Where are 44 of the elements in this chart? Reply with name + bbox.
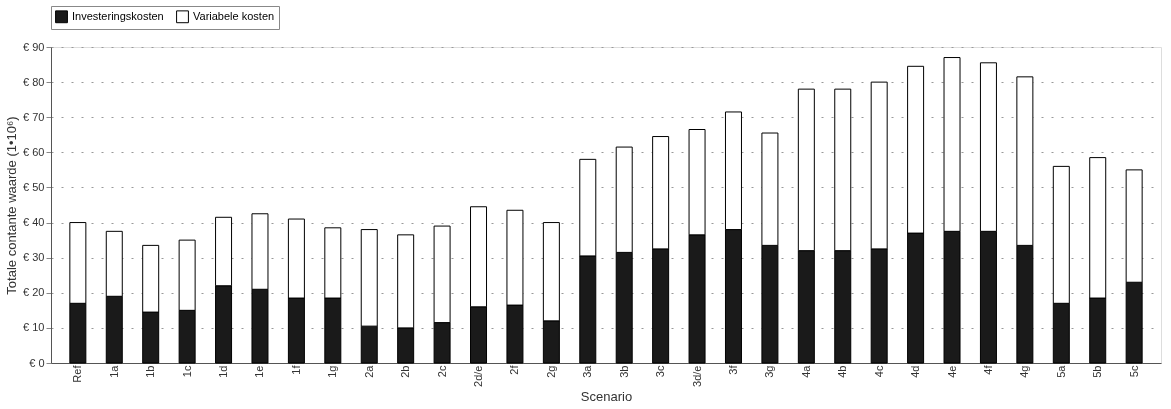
x-tick-label: 4a	[799, 364, 812, 378]
x-tick-label: 5a	[1054, 364, 1067, 378]
y-tick-label: € 40	[23, 216, 45, 229]
x-tick-label: 2d/e	[472, 365, 485, 387]
y-tick-label: € 50	[23, 180, 45, 193]
x-tick-label: 3g	[763, 365, 776, 378]
x-tick-label: 4c	[872, 365, 885, 378]
x-axis-title: Scenario	[580, 388, 633, 404]
x-tick-label: 4b	[836, 365, 849, 378]
x-tick-label: 1g	[326, 365, 339, 378]
x-tick-label: 3a	[581, 364, 594, 378]
y-tick-label: € 80	[23, 75, 45, 88]
x-tick-label: 3b	[617, 365, 630, 378]
x-tick-label: 2f	[508, 364, 521, 375]
x-tick-label: 4f	[981, 364, 994, 375]
y-axis-title: Totale contante waarde (1•10⁶)	[4, 116, 20, 295]
y-tick-label: € 30	[23, 251, 45, 264]
x-tick-label: 3d/e	[690, 365, 703, 387]
x-tick-label: 1a	[107, 364, 120, 378]
x-tick-label: 5c	[1127, 365, 1140, 378]
x-tick-label: 2b	[399, 365, 412, 378]
x-tick-label: Ref	[71, 364, 84, 383]
x-tick-label: 1e	[253, 365, 266, 378]
y-tick-label: € 90	[23, 40, 45, 53]
x-tick-label: 5b	[1091, 365, 1104, 378]
y-tick-label: € 70	[23, 110, 45, 123]
x-tick-label: 1c	[180, 365, 193, 378]
x-tick-label: 1d	[217, 365, 230, 378]
y-tick-label: € 10	[23, 321, 45, 334]
y-tick-label: € 60	[23, 145, 45, 158]
x-tick-label: 2c	[435, 365, 448, 378]
legend-label: Investeringskosten	[72, 9, 164, 22]
x-tick-label: 1b	[144, 365, 157, 378]
x-tick-label: 2g	[544, 365, 557, 378]
x-tick-label: 4d	[909, 365, 922, 378]
y-tick-label: € 0	[29, 356, 45, 369]
x-tick-label: 3f	[726, 364, 739, 375]
x-tick-label: 4g	[1018, 365, 1031, 378]
x-tick-label: 1f	[289, 364, 302, 375]
x-tick-label: 4e	[945, 365, 958, 378]
y-tick-label: € 20	[23, 286, 45, 299]
x-tick-label: 3c	[654, 365, 667, 378]
legend-label: Variabele kosten	[193, 9, 275, 22]
x-tick-label: 2a	[362, 364, 375, 378]
